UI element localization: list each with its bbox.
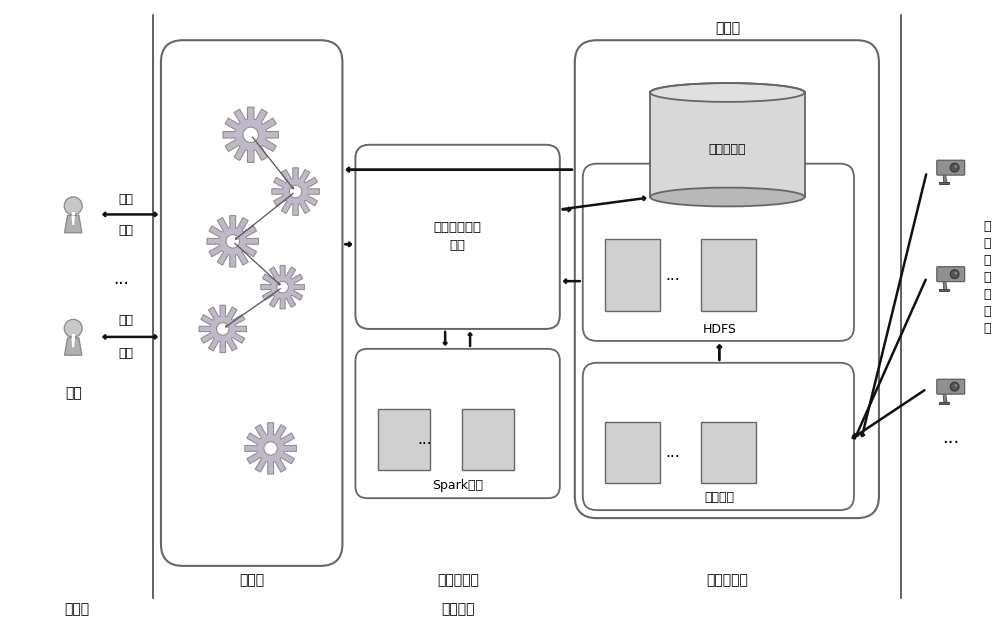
- Polygon shape: [261, 265, 304, 309]
- Circle shape: [64, 197, 82, 215]
- Bar: [72, 212, 75, 216]
- Bar: [378, 409, 430, 470]
- FancyBboxPatch shape: [937, 267, 965, 282]
- Ellipse shape: [650, 187, 805, 206]
- Text: ...: ...: [417, 432, 432, 447]
- Bar: [939, 289, 949, 291]
- Circle shape: [954, 384, 957, 387]
- Circle shape: [226, 235, 239, 248]
- Circle shape: [217, 323, 229, 335]
- Polygon shape: [943, 393, 947, 402]
- Text: 响应: 响应: [119, 347, 134, 360]
- Circle shape: [950, 270, 959, 279]
- Text: HDFS: HDFS: [702, 323, 736, 336]
- FancyBboxPatch shape: [161, 40, 342, 566]
- Circle shape: [289, 186, 302, 198]
- Text: 采集装置: 采集装置: [704, 491, 734, 504]
- Bar: [462, 409, 514, 470]
- Circle shape: [950, 164, 959, 172]
- Text: ...: ...: [665, 445, 680, 460]
- Bar: [605, 421, 660, 483]
- Bar: [650, 92, 805, 197]
- Polygon shape: [65, 338, 82, 355]
- FancyBboxPatch shape: [355, 145, 560, 329]
- Text: 请求: 请求: [119, 314, 134, 327]
- Text: 服务层: 服务层: [239, 573, 264, 587]
- FancyBboxPatch shape: [583, 164, 854, 341]
- Bar: [72, 334, 75, 338]
- Text: 服务器端: 服务器端: [441, 603, 475, 616]
- Circle shape: [264, 442, 277, 455]
- Circle shape: [950, 382, 959, 391]
- Text: ...: ...: [665, 268, 680, 282]
- Bar: [939, 182, 949, 184]
- Polygon shape: [272, 168, 319, 215]
- FancyBboxPatch shape: [583, 363, 854, 510]
- Text: 数据分析层: 数据分析层: [437, 573, 479, 587]
- Bar: [701, 239, 756, 311]
- Circle shape: [277, 281, 288, 293]
- Polygon shape: [65, 216, 82, 233]
- Polygon shape: [245, 423, 296, 474]
- Text: 动态拼车分析
模块: 动态拼车分析 模块: [434, 221, 482, 252]
- Text: 请求: 请求: [119, 194, 134, 206]
- Text: ...: ...: [113, 270, 129, 288]
- Polygon shape: [943, 281, 947, 289]
- Text: 数据采集层: 数据采集层: [706, 573, 748, 587]
- FancyBboxPatch shape: [355, 349, 560, 498]
- Polygon shape: [71, 216, 75, 225]
- Polygon shape: [223, 107, 278, 162]
- Circle shape: [954, 272, 957, 274]
- Text: 客户端: 客户端: [65, 603, 90, 616]
- FancyBboxPatch shape: [937, 379, 965, 394]
- Polygon shape: [71, 338, 75, 347]
- Text: 关系数据库: 关系数据库: [709, 143, 746, 156]
- FancyBboxPatch shape: [575, 40, 879, 518]
- Text: 响应: 响应: [119, 225, 134, 237]
- Bar: [701, 421, 756, 483]
- Polygon shape: [207, 216, 258, 267]
- Ellipse shape: [650, 83, 805, 102]
- Text: ...: ...: [942, 430, 959, 447]
- Text: 存储层: 存储层: [715, 21, 740, 35]
- Bar: [939, 401, 949, 404]
- Circle shape: [954, 165, 957, 168]
- FancyBboxPatch shape: [937, 160, 965, 175]
- Polygon shape: [943, 174, 947, 183]
- Text: 用户: 用户: [65, 387, 82, 401]
- Polygon shape: [199, 305, 247, 353]
- Bar: [605, 239, 660, 311]
- Circle shape: [243, 127, 258, 142]
- Text: 城
市
交
通
摄
像
头: 城 市 交 通 摄 像 头: [983, 220, 990, 335]
- Text: Spark集群: Spark集群: [432, 479, 483, 493]
- Circle shape: [64, 320, 82, 337]
